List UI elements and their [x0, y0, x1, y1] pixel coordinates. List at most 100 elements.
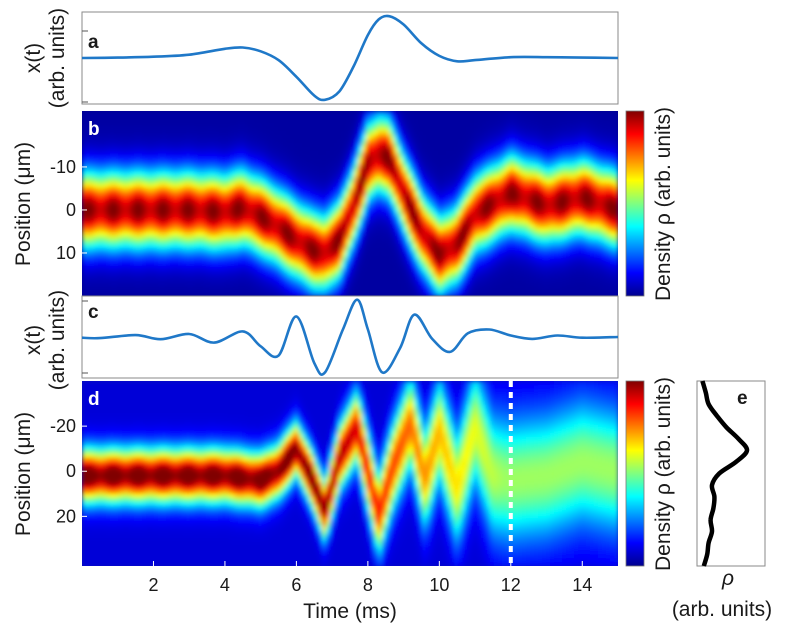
heat-cell: [102, 291, 107, 296]
heat-cell: [346, 215, 351, 221]
heat-cell: [98, 187, 103, 193]
heat-cell: [394, 139, 399, 144]
heat-cell: [98, 279, 103, 285]
heat-cell: [334, 211, 339, 217]
heat-cell: [178, 211, 183, 217]
heat-cell: [438, 291, 443, 296]
heat-cell: [314, 151, 319, 156]
heat-cell: [110, 199, 115, 205]
heat-cell: [342, 275, 347, 281]
heat-cell: [282, 291, 287, 296]
heat-cell: [462, 171, 467, 176]
heat-cell: [214, 255, 219, 261]
heat-cell: [246, 259, 251, 265]
heat-cell: [378, 259, 383, 265]
heat-cell: [202, 279, 207, 285]
heat-cell: [498, 207, 503, 213]
heat-cell: [166, 263, 171, 269]
heat-cell: [170, 123, 175, 128]
heat-cell: [386, 243, 391, 249]
heat-cell: [274, 227, 279, 233]
heat-cell: [398, 151, 403, 156]
heat-cell: [174, 243, 179, 249]
heat-cell: [142, 171, 147, 176]
heat-cell: [502, 155, 507, 160]
heat-cell: [370, 259, 375, 265]
heat-cell: [194, 135, 199, 140]
heat-cell: [466, 187, 471, 193]
heat-cell: [214, 175, 219, 180]
heat-cell: [86, 115, 91, 120]
heat-cell: [266, 195, 271, 201]
heat-cell: [442, 275, 447, 281]
heat-cell: [314, 123, 319, 128]
heat-cell: [130, 275, 135, 281]
heat-cell: [206, 203, 211, 209]
heat-cell: [166, 151, 171, 156]
heat-cell: [238, 271, 243, 277]
heat-cell: [110, 131, 115, 136]
heat-cell: [214, 279, 219, 285]
heat-cell: [510, 283, 515, 289]
heat-cell: [386, 171, 391, 176]
heat-cell: [366, 199, 371, 205]
heat-cell: [366, 275, 371, 281]
heat-cell: [114, 135, 119, 140]
heat-cell: [434, 139, 439, 144]
heat-cell: [406, 199, 411, 205]
heat-cell: [286, 199, 291, 205]
heat-cell: [274, 203, 279, 209]
heat-cell: [330, 267, 335, 273]
heat-cell: [154, 291, 159, 296]
heat-cell: [482, 251, 487, 257]
heat-cell: [142, 203, 147, 209]
heat-cell: [306, 171, 311, 176]
heat-cell: [502, 151, 507, 156]
heat-cell: [222, 251, 227, 257]
heat-cell: [374, 271, 379, 277]
heat-cell: [174, 215, 179, 221]
heat-cell: [214, 215, 219, 221]
heat-cell: [122, 131, 127, 136]
heat-cell: [482, 195, 487, 201]
heat-cell: [486, 151, 491, 156]
heat-cell: [114, 111, 119, 116]
heat-cell: [210, 175, 215, 180]
heat-cell: [406, 243, 411, 249]
heat-cell: [210, 111, 215, 116]
heat-cell: [334, 123, 339, 128]
heat-cell: [138, 191, 143, 197]
heat-cell: [430, 123, 435, 128]
heat-cell: [494, 111, 499, 116]
heat-cell: [182, 111, 187, 116]
heat-cell: [394, 259, 399, 265]
heat-cell: [250, 143, 255, 148]
heat-cell: [202, 159, 207, 164]
heat-cell: [162, 279, 167, 285]
heat-cell: [98, 123, 103, 128]
heat-cell: [86, 183, 91, 189]
heat-cell: [162, 115, 167, 120]
heat-cell: [426, 231, 431, 237]
heat-cell: [458, 255, 463, 261]
heat-cell: [278, 207, 283, 213]
heat-cell: [446, 211, 451, 217]
heat-cell: [510, 223, 515, 229]
heat-cell: [266, 143, 271, 148]
heat-cell: [318, 223, 323, 229]
heat-cell: [486, 223, 491, 229]
heat-cell: [398, 143, 403, 148]
heat-cell: [382, 207, 387, 213]
heat-cell: [218, 151, 223, 156]
heat-cell: [294, 211, 299, 217]
heat-cell: [198, 247, 203, 253]
heat-cell: [362, 191, 367, 197]
heat-cell: [394, 275, 399, 281]
heat-cell: [238, 243, 243, 249]
heat-cell: [242, 243, 247, 249]
heat-cell: [490, 155, 495, 160]
heat-cell: [170, 167, 175, 172]
heat-cell: [362, 223, 367, 229]
heat-cell: [230, 127, 235, 132]
heat-cell: [178, 199, 183, 205]
